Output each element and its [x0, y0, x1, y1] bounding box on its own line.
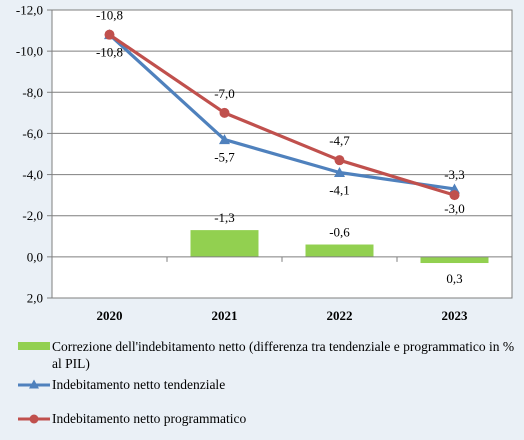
- legend-line-programmatico-swatch: [18, 414, 50, 424]
- legend-item-bar: Correzione dell'indebitamento netto (dif…: [18, 338, 518, 376]
- y-tick-label: -4,0: [22, 167, 43, 182]
- programmatico-marker: [334, 155, 345, 166]
- chart: -1,3 -0,6 0,3 -10,8 -7,0 -4,7 -3,0 -10,8 -5,7 -4,…: [15, 2, 513, 323]
- legend: Correzione dell'indebitamento netto (dif…: [18, 338, 518, 427]
- legend-bar-swatch-fill: [18, 342, 50, 350]
- gridlines: [52, 50, 512, 217]
- legend-triangle-marker: [29, 379, 39, 389]
- x-tick-label: 2022: [327, 308, 353, 323]
- programmatico-marker: [449, 190, 460, 201]
- bar: [305, 244, 374, 257]
- x-tick-label: 2020: [97, 308, 123, 323]
- y-tick-label: 2,0: [27, 291, 43, 306]
- tendenziale-data-label: -4,1: [329, 183, 350, 198]
- tendenziale-line: [108, 33, 455, 191]
- y-tick-label: -6,0: [22, 126, 43, 141]
- tendenziale-marker: [334, 167, 345, 178]
- programmatico-line: [108, 33, 455, 197]
- legend-label-bar: Correzione dell'indebitamento netto (dif…: [52, 339, 515, 371]
- bar-series: [190, 230, 489, 264]
- legend-bar-swatch: [18, 342, 50, 350]
- legend-circle-marker: [29, 414, 39, 424]
- x-axis-tick-labels: 2020 2021 2022 2023: [97, 308, 469, 323]
- tendenziale-data-label: -3,3: [444, 167, 465, 182]
- plot-area: [51, 9, 513, 299]
- programmatico-data-label: -3,0: [444, 201, 465, 216]
- bar-data-label: -1,3: [214, 210, 235, 225]
- bar: [190, 230, 259, 257]
- y-tick-label: -2,0: [22, 208, 43, 223]
- programmatico-marker: [219, 107, 230, 118]
- bar-data-label: 0,3: [446, 271, 462, 286]
- x-tick-label: 2021: [212, 308, 238, 323]
- y-tick-label: 0,0: [27, 249, 43, 264]
- bar: [420, 256, 489, 264]
- y-tick-label: -8,0: [22, 85, 43, 100]
- programmatico-data-label: -10,8: [96, 8, 123, 23]
- programmatico-data-label: -4,7: [329, 133, 350, 148]
- tendenziale-marker: [219, 134, 230, 145]
- y-axis-tick-labels: -12,0 -10,0 -8,0 -6,0 -4,0 -2,0 0,0 2,0: [16, 3, 43, 306]
- bar-data-label: -0,6: [329, 225, 350, 240]
- tendenziale-data-label: -10,8: [96, 45, 123, 60]
- legend-line-tendenziale-swatch: [18, 379, 50, 389]
- programmatico-data-label: -7,0: [214, 86, 235, 101]
- programmatico-marker: [104, 29, 115, 40]
- x-tick-label: 2023: [442, 308, 469, 323]
- legend-label-programmatico: Indebitamento netto programmatico: [52, 411, 247, 426]
- y-tick-label: -10,0: [16, 44, 43, 59]
- line-series: [104, 29, 460, 201]
- y-tick-label: -12,0: [16, 3, 43, 18]
- tendenziale-data-label: -5,7: [214, 150, 235, 165]
- legend-item-tendenziale: Indebitamento netto tendenziale: [18, 376, 518, 410]
- axes: [47, 9, 513, 299]
- data-labels: -1,3 -0,6 0,3 -10,8 -7,0 -4,7 -3,0 -10,8 -5,7 -4,…: [96, 8, 465, 286]
- legend-label-tendenziale: Indebitamento netto tendenziale: [52, 377, 226, 392]
- legend-item-programmatico: Indebitamento netto programmatico: [18, 410, 518, 427]
